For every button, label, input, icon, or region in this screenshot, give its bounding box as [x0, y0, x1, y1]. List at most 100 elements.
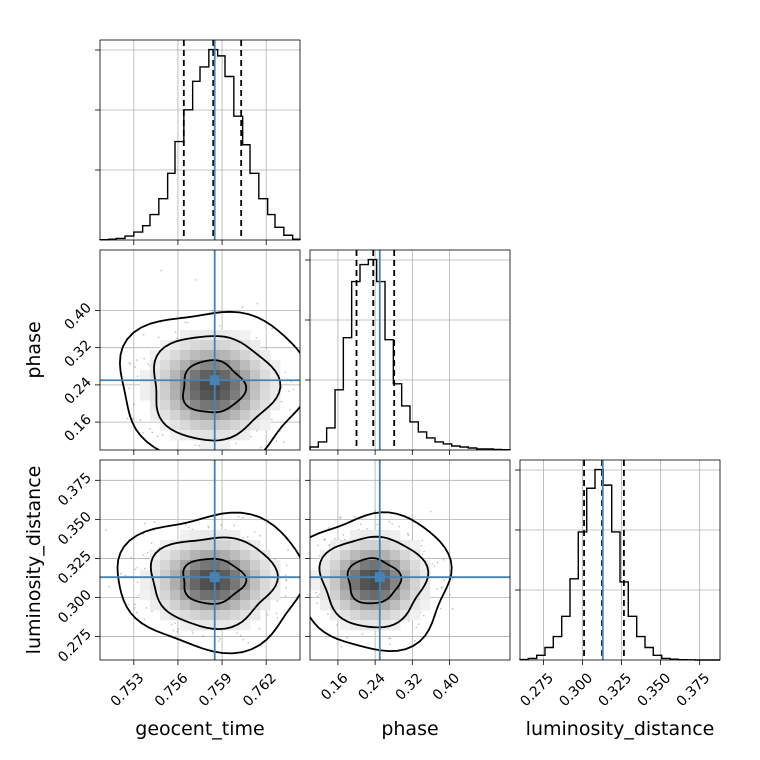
density-bin [230, 410, 241, 421]
density-bin [190, 410, 201, 421]
density-bin [170, 350, 181, 361]
density-bin [190, 430, 201, 441]
sample-point [108, 585, 110, 588]
x-tick-label-d2-2: 0.325 [596, 670, 636, 710]
density-bin [180, 620, 191, 631]
density-bin [230, 390, 241, 401]
sample-point [208, 457, 210, 459]
sample-point [304, 355, 306, 357]
sample-point [257, 451, 259, 453]
truth-marker-geocent_time-luminosity_distance [209, 572, 220, 583]
sample-point [289, 409, 292, 411]
density-bin [230, 570, 241, 581]
sample-point [271, 327, 273, 330]
sample-point [142, 432, 144, 434]
sample-point [144, 567, 146, 570]
density-bin [150, 390, 161, 401]
density-bin [270, 370, 281, 381]
sample-point [161, 434, 164, 437]
sample-point [433, 565, 436, 567]
density-bin [400, 590, 411, 601]
density-bin [380, 580, 391, 591]
sample-point [242, 638, 245, 641]
density-bin [220, 580, 231, 591]
density-bin [250, 550, 261, 561]
density-bin [320, 600, 331, 611]
x-tick-label-p21-1: 0.24 [355, 670, 388, 703]
density-bin [160, 390, 171, 401]
density-bin [160, 340, 171, 351]
sample-point [133, 607, 136, 609]
density-bin [200, 370, 211, 381]
density-bin [420, 590, 431, 601]
density-bin [150, 590, 161, 601]
sample-point [159, 321, 162, 324]
density-bin [170, 570, 181, 581]
density-bin [190, 580, 201, 591]
density-bin [190, 350, 201, 361]
sample-point [194, 444, 197, 446]
density-bin [170, 380, 181, 391]
density-bin [390, 530, 401, 541]
density-bin [160, 400, 171, 411]
density-bin [370, 560, 381, 571]
density-bin [240, 620, 251, 631]
sample-point [292, 388, 295, 391]
x-axis-label-phase: phase [381, 718, 438, 740]
sample-point [211, 309, 214, 312]
density-bin [340, 600, 351, 611]
sample-point [129, 363, 132, 365]
sample-point [275, 612, 278, 615]
histogram-geocent_time [99, 48, 301, 241]
sample-point [420, 544, 423, 547]
density-bin [240, 420, 251, 431]
sample-point [284, 371, 287, 374]
density-bin [240, 550, 251, 561]
sample-point [413, 639, 416, 642]
sample-point [128, 362, 131, 364]
sample-point [153, 521, 156, 523]
sample-point [191, 528, 194, 531]
density-bin [390, 620, 401, 631]
density-bin [260, 350, 271, 361]
sample-point [328, 544, 331, 546]
density-bin [150, 360, 161, 371]
density-bin [250, 350, 261, 361]
density-bin [340, 610, 351, 621]
density-bin [260, 590, 271, 601]
sample-point [136, 375, 139, 377]
sample-point [391, 523, 393, 525]
sample-point [398, 525, 400, 528]
density-bin [270, 400, 281, 411]
density-bin [180, 570, 191, 581]
density-bin [320, 590, 331, 601]
sample-point [346, 636, 349, 639]
density-bin [220, 530, 231, 541]
density-bin [250, 360, 261, 371]
density-bin [410, 570, 421, 581]
density-bin [370, 580, 381, 591]
density-bin [170, 340, 181, 351]
density-geocent_time-phase [118, 269, 313, 459]
density-bin [260, 580, 271, 591]
sample-point [288, 390, 290, 393]
sample-point [247, 642, 250, 644]
sample-point [266, 613, 269, 616]
sample-point [255, 430, 258, 432]
sample-point [311, 382, 313, 384]
x-axis-label-geocent-time: geocent_time [135, 718, 264, 740]
density-bin [170, 360, 181, 371]
density-bin [160, 550, 171, 561]
sample-point [274, 558, 277, 561]
sample-point [276, 600, 279, 602]
sample-point [366, 527, 368, 530]
y-axis-label-luminosity-distance: luminosity_distance [23, 466, 45, 655]
sample-point [198, 444, 201, 447]
density-bin [350, 570, 361, 581]
sample-point [184, 524, 187, 526]
density-bin [330, 570, 341, 581]
density-bin [330, 610, 341, 621]
contour-geocent_time-luminosity_distance-0 [182, 557, 248, 605]
sample-point [172, 629, 175, 632]
density-bin [350, 600, 361, 611]
